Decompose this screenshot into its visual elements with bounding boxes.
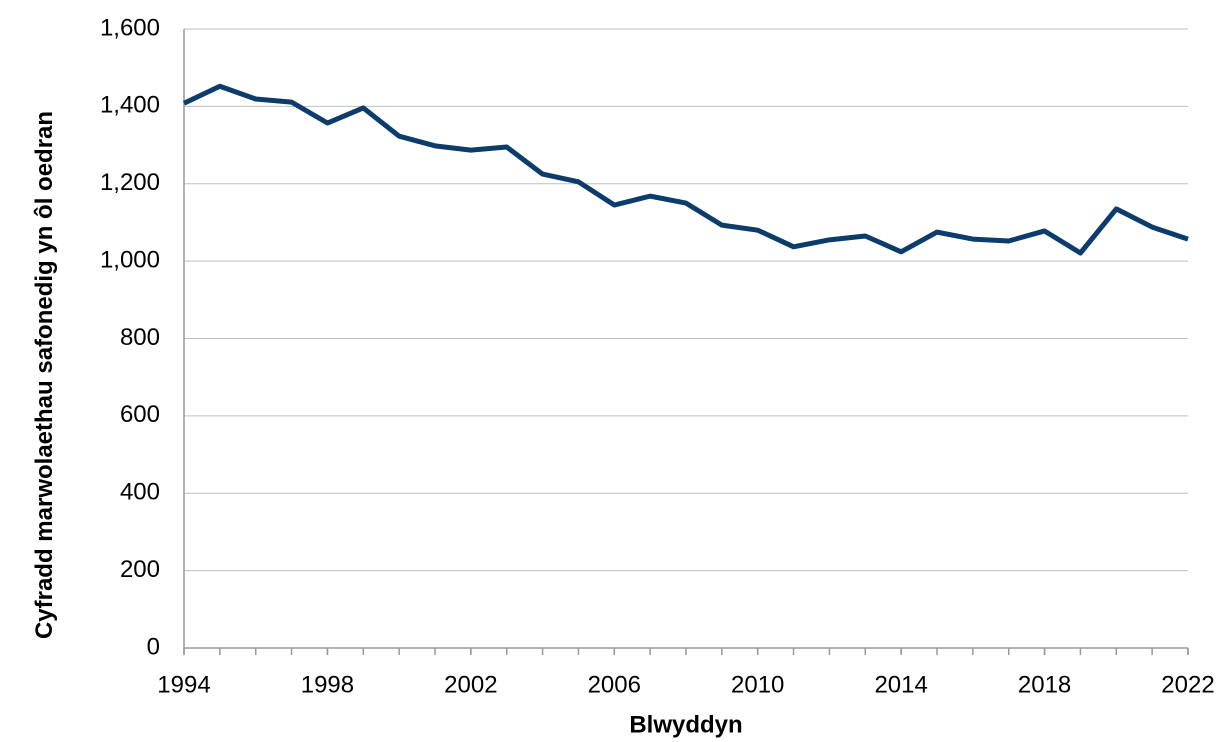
y-tick-label: 800	[120, 324, 160, 351]
x-tick-label: 2022	[1161, 671, 1214, 698]
x-tick-label: 2010	[731, 671, 784, 698]
x-tick-label: 2006	[588, 671, 641, 698]
data-line	[182, 83, 1189, 256]
y-tick-label: 400	[120, 479, 160, 506]
y-tick-label: 1,400	[100, 92, 160, 119]
x-tick-label: 1994	[157, 671, 210, 698]
y-tick-label: 1,600	[100, 14, 160, 41]
x-tick-label: 2018	[1018, 671, 1071, 698]
x-tick-label: 2002	[444, 671, 497, 698]
y-tick-label: 600	[120, 401, 160, 428]
y-tick-label: 1,200	[100, 169, 160, 196]
x-tick-label: 2014	[874, 671, 927, 698]
x-tick-label: 1998	[301, 671, 354, 698]
y-tick-label: 200	[120, 556, 160, 583]
x-axis-label: Blwyddyn	[629, 711, 742, 738]
y-tick-label: 0	[147, 633, 160, 660]
y-tick-label: 1,000	[100, 246, 160, 273]
y-axis-label: Cyfradd marwolaethau safonedig yn ôl oed…	[31, 110, 58, 640]
